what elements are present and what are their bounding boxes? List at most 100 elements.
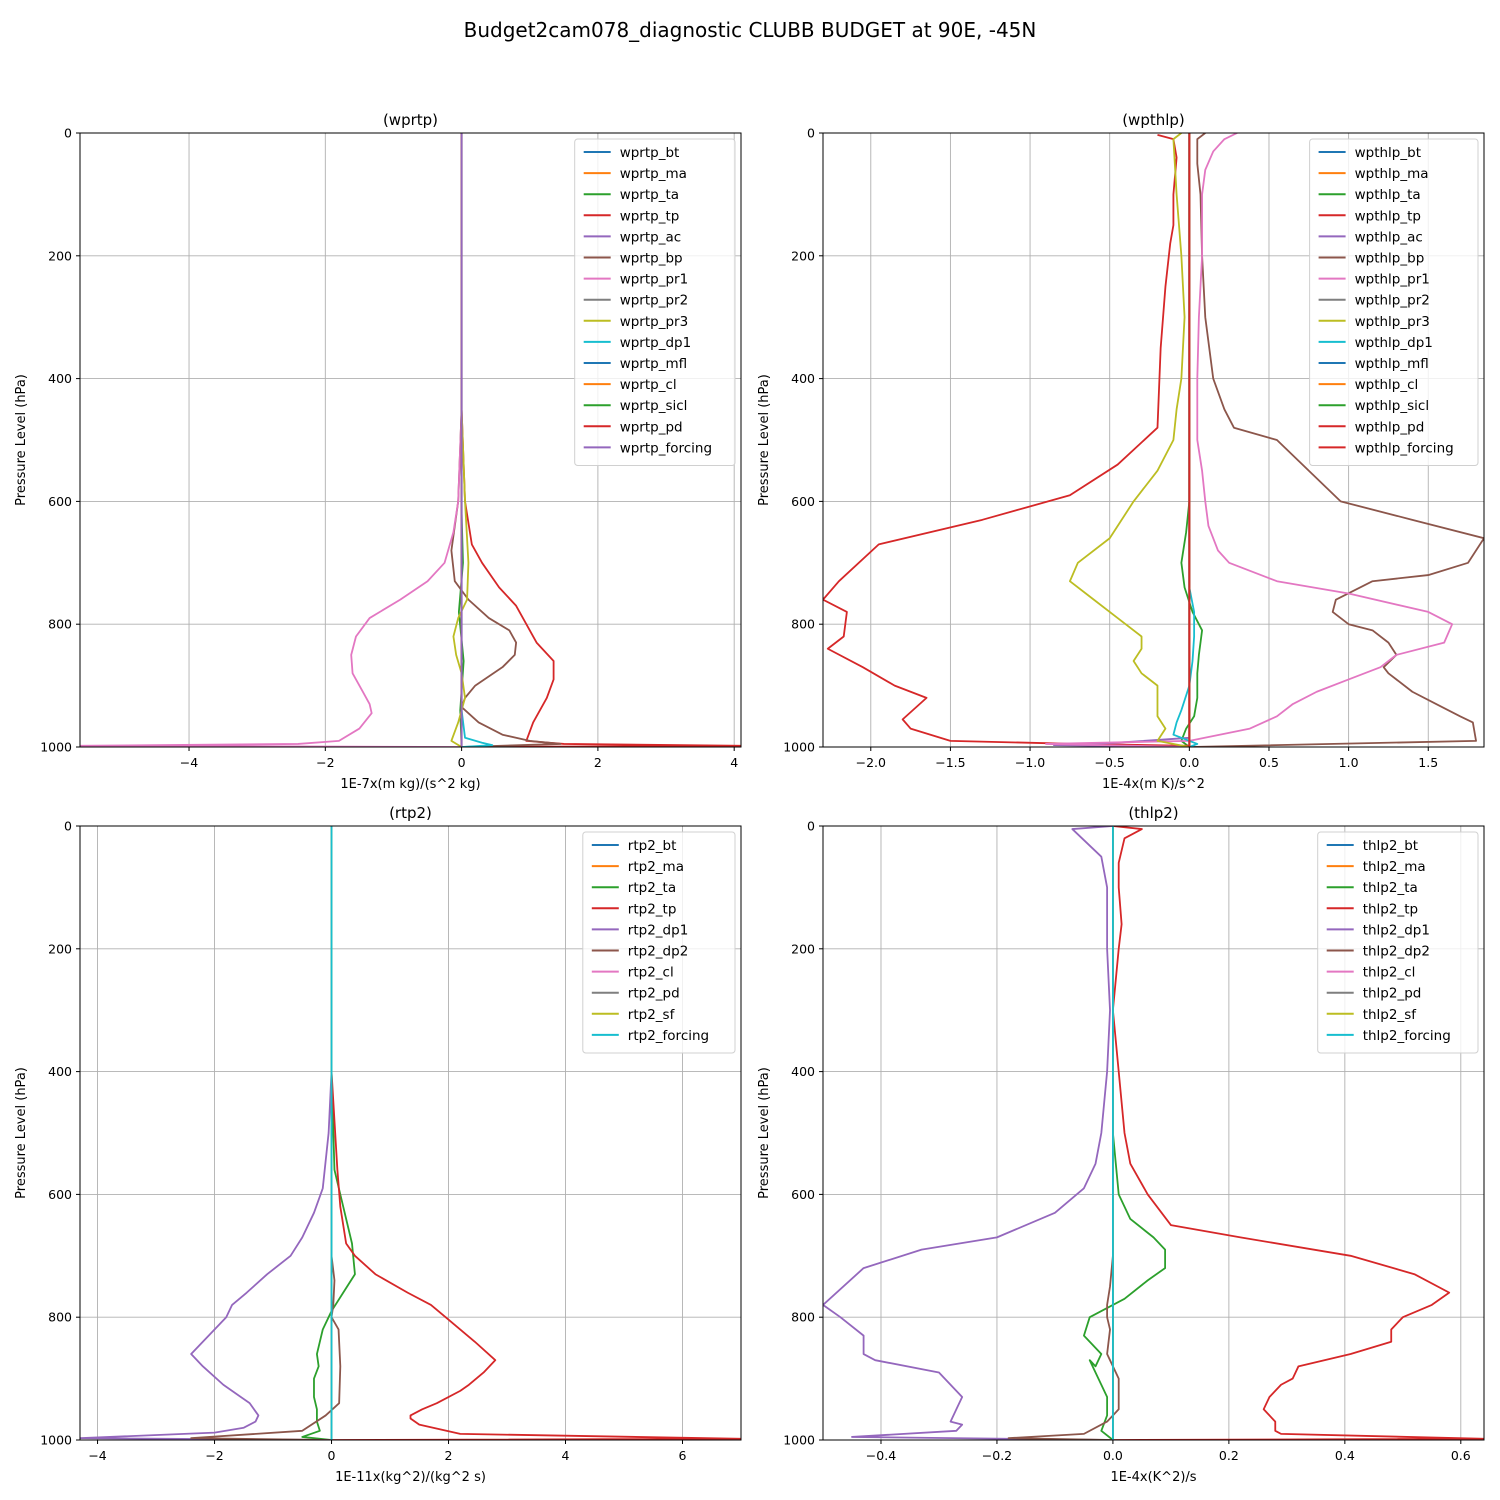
legend-label: thlp2_forcing (1363, 1028, 1451, 1044)
x-tick-label: 4 (730, 755, 738, 770)
series-group (823, 826, 1484, 1440)
legend-label: wprtp_ma (620, 166, 687, 182)
legend-label: wprtp_dp1 (620, 335, 692, 351)
x-tick-label: 4 (562, 1448, 570, 1463)
legend-label: wpthlp_ta (1355, 187, 1421, 203)
y-tick-label: 1000 (783, 1433, 815, 1448)
x-tick-label: −0.5 (1095, 755, 1125, 770)
legend-label: thlp2_dp2 (1363, 944, 1430, 960)
legend-label: wprtp_pr1 (620, 272, 688, 288)
x-tick-label: 0.0 (1103, 1448, 1123, 1463)
legend-frame (1309, 138, 1479, 466)
legend-frame (582, 831, 736, 1054)
legend-label: wpthlp_ma (1355, 166, 1429, 182)
x-tick-label: −0.4 (866, 1448, 896, 1463)
axes-frame (79, 825, 742, 1441)
x-axis-label: 1E-11x(kg^2)/(kg^2 s) (335, 1470, 486, 1485)
legend-label: rtp2_ma (628, 859, 684, 875)
legend-label: wprtp_bp (620, 251, 683, 267)
x-axis-label: 1E-4x(m K)/s^2 (1102, 777, 1205, 792)
x-tick-label: 0.2 (1219, 1448, 1239, 1463)
legend-label: wpthlp_cl (1355, 377, 1419, 393)
y-tick-label: 400 (791, 1064, 815, 1079)
subplot-4: −0.4 −0.2 0.0 0.2 0.4 0.6 0 200 400 600 800 1000 (th… (757, 804, 1485, 1485)
y-tick-label: 400 (48, 1064, 72, 1079)
series-line-wpthlp_pr3 (1068, 133, 1190, 747)
legend-label: thlp2_pd (1363, 986, 1422, 1002)
grid (823, 132, 1484, 748)
y-tick-label: 1000 (783, 740, 815, 755)
legend-label: wprtp_tp (620, 208, 680, 224)
x-tick-label: −0.2 (982, 1448, 1012, 1463)
x-axis-label: 1E-7x(m kg)/(s^2 kg) (340, 777, 480, 792)
y-tick-label: 0 (807, 819, 815, 834)
legend-label: wprtp_pr2 (620, 293, 688, 309)
figure-suptitle: Budget2cam078_diagnostic CLUBB BUDGET at… (464, 18, 1037, 42)
legend-label: thlp2_tp (1363, 901, 1418, 917)
axes-frame (822, 825, 1485, 1441)
legend-label: wprtp_pd (620, 419, 683, 435)
series-line-wprtp_pr3 (450, 133, 470, 747)
legend-label: thlp2_bt (1363, 838, 1418, 854)
y-tick-label: 1000 (40, 740, 72, 755)
legend-label: wprtp_mfl (620, 356, 687, 372)
legend-label: wprtp_pr3 (620, 314, 688, 330)
legend-label: rtp2_forcing (628, 1028, 709, 1044)
legend: rtp2_bt rtp2_ma rtp2_ta rtp2_tp rtp2_dp1 rtp2… (582, 831, 736, 1054)
series-line-thlp2_dp1 (823, 826, 1113, 1440)
series-line-thlp2_tp (1112, 826, 1484, 1440)
y-tick-label: 600 (791, 494, 815, 509)
series-line-wprtp_pr1 (80, 133, 463, 747)
y-axis-label: Pressure Level (hPa) (14, 1067, 29, 1199)
legend-label: wprtp_cl (620, 377, 677, 393)
x-tick-label: 0.4 (1335, 1448, 1355, 1463)
y-axis-label: Pressure Level (hPa) (14, 374, 29, 506)
legend-label: rtp2_ta (628, 880, 676, 896)
x-tick-label: 0.5 (1259, 755, 1279, 770)
legend-label: rtp2_dp1 (628, 922, 688, 938)
series-line-rtp2_dp1 (80, 826, 333, 1440)
series-group (80, 826, 741, 1440)
x-tick-label: 0.6 (1451, 1448, 1471, 1463)
y-tick-label: 600 (48, 494, 72, 509)
legend-label: rtp2_cl (628, 965, 674, 981)
series-line-wpthlp_ta (1180, 133, 1203, 747)
legend-label: rtp2_tp (628, 901, 677, 917)
legend-label: wpthlp_bt (1355, 145, 1421, 161)
legend-frame (1317, 831, 1479, 1054)
y-tick-label: 400 (48, 371, 72, 386)
legend-label: wprtp_ac (620, 229, 681, 245)
x-tick-label: 0 (458, 755, 466, 770)
series-line-wprtp_bp (450, 133, 562, 747)
legend-label: wprtp_sicl (620, 398, 688, 414)
x-tick-label: −2 (205, 1448, 223, 1463)
legend-label: wpthlp_pd (1355, 419, 1425, 435)
x-tick-label: −1.5 (935, 755, 965, 770)
legend-frame (574, 138, 736, 466)
x-tick-label: −4 (180, 755, 198, 770)
y-tick-label: 600 (791, 1187, 815, 1202)
y-tick-label: 400 (791, 371, 815, 386)
x-tick-label: 2 (445, 1448, 453, 1463)
y-tick-label: 800 (48, 617, 72, 632)
legend-label: wpthlp_forcing (1355, 440, 1454, 456)
x-tick-label: −4 (88, 1448, 106, 1463)
y-tick-label: 800 (791, 617, 815, 632)
subplot-title: (wpthlp) (1122, 111, 1185, 129)
y-tick-label: 200 (48, 248, 72, 263)
y-tick-label: 800 (791, 1310, 815, 1325)
legend-label: wpthlp_pr2 (1355, 293, 1430, 309)
x-tick-label: 1.5 (1418, 755, 1438, 770)
series-line-thlp2_ta (1083, 826, 1166, 1440)
x-tick-label: 0 (328, 1448, 336, 1463)
legend: wpthlp_bt wpthlp_ma wpthlp_ta wpthlp_tpwpth… (1309, 138, 1479, 466)
y-tick-label: 0 (64, 126, 72, 141)
legend: thlp2_bt thlp2_ma thlp2_ta thlp2_tp thlp2_dp… (1317, 831, 1479, 1054)
y-tick-label: 600 (48, 1187, 72, 1202)
series-group (823, 133, 1484, 747)
legend-label: wprtp_ta (620, 187, 679, 203)
legend-label: rtp2_dp2 (628, 944, 688, 960)
y-tick-label: 200 (791, 248, 815, 263)
legend-label: rtp2_bt (628, 838, 677, 854)
